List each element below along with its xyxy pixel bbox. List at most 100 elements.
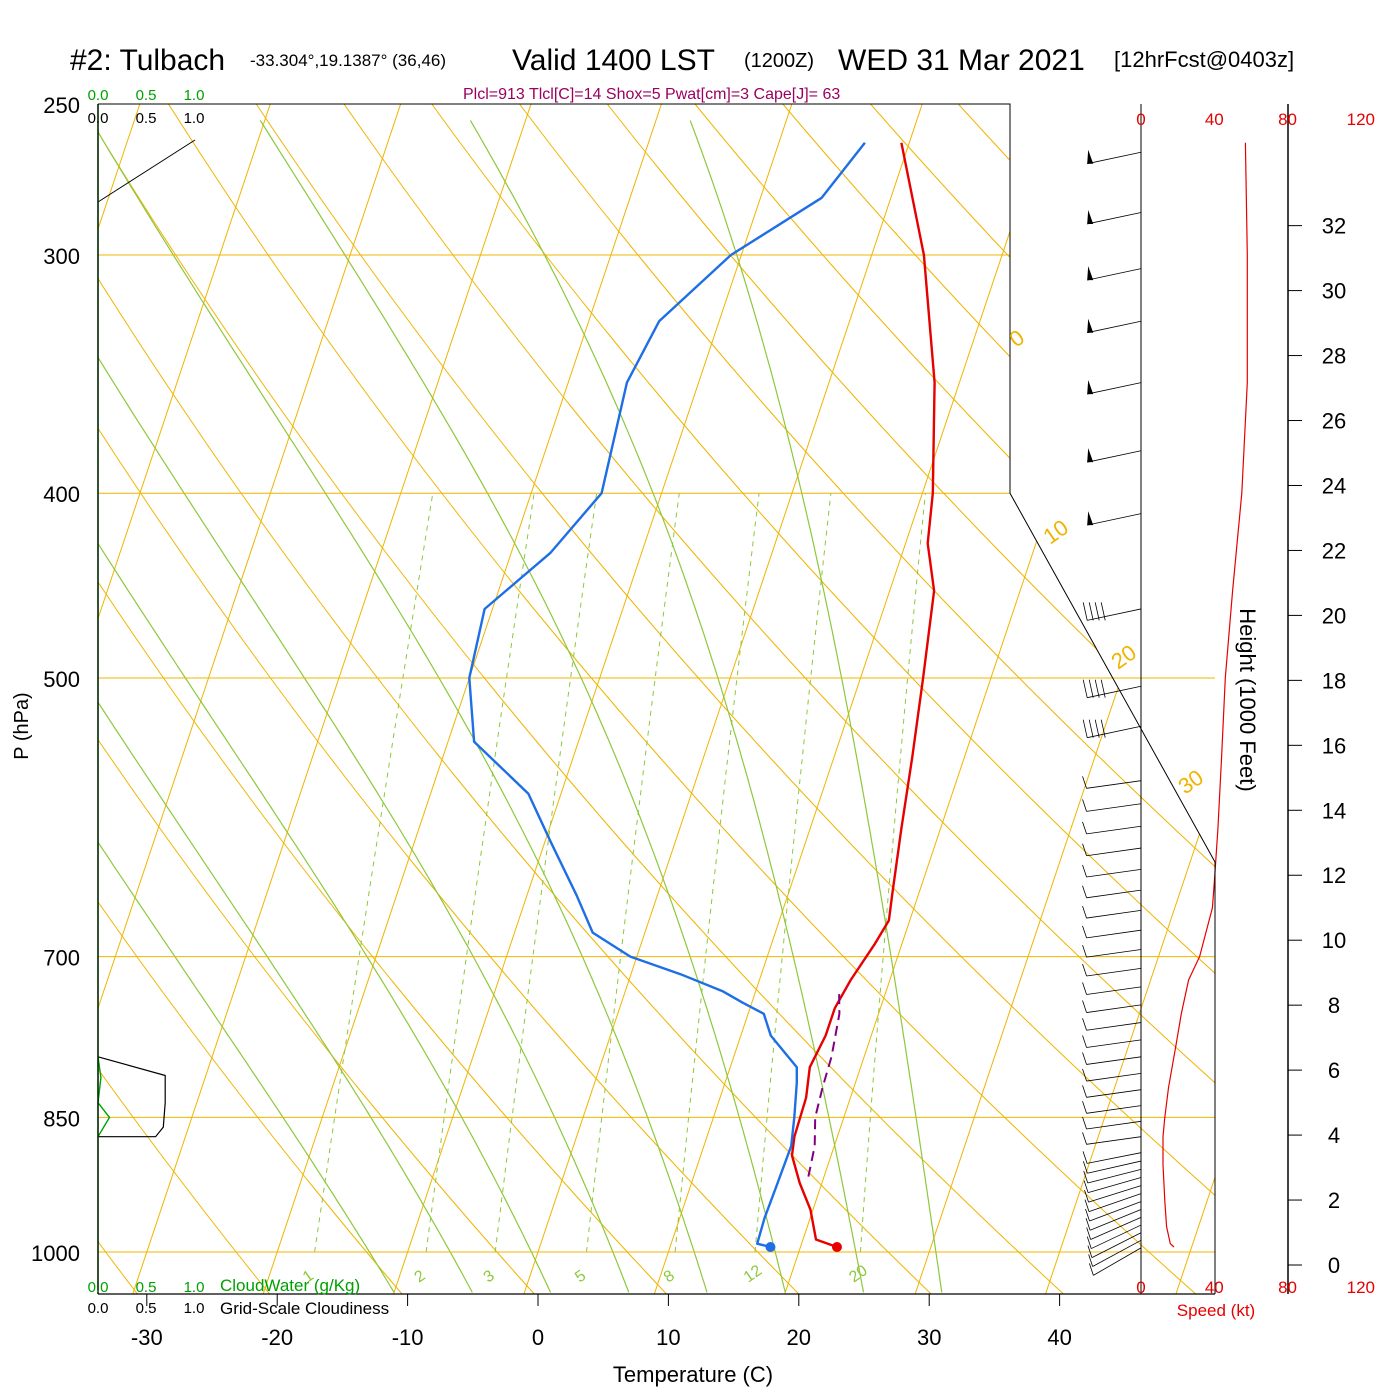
wind-barb-staff: [1086, 847, 1142, 857]
wind-barb-pennant: [1087, 448, 1094, 463]
wind-barb-staff: [1088, 1185, 1142, 1203]
wind-barb-staff: [1087, 725, 1142, 739]
wind-barb-staff: [1086, 1056, 1142, 1065]
mixing-ratio-label: 8: [661, 1267, 678, 1286]
wind-barb-feather: [1082, 982, 1087, 995]
dry-adiabat: [98, 104, 415, 1294]
wind-barb-staff: [1086, 967, 1142, 977]
dry-adiabat: [765, 104, 1215, 1294]
wind-barb-feather: [1082, 776, 1087, 789]
moist-adiabat: [689, 120, 943, 1293]
wind-barb-staff: [1086, 949, 1142, 958]
x-tick-label: -10: [392, 1325, 424, 1350]
mixing-ratio-line: [859, 493, 926, 1253]
wind-barb-staff: [1086, 1022, 1142, 1031]
wind-barb-staff: [1091, 1224, 1142, 1249]
cloudiness-top-segment: [97, 139, 196, 203]
mixing-ratio-label: 3: [481, 1267, 498, 1286]
wind-barb-feather: [1082, 864, 1087, 878]
x-tick-label: -20: [261, 1325, 293, 1350]
wind-barb-feather: [1088, 602, 1094, 621]
cloudiness-tick-label-top: 0.0: [88, 110, 109, 127]
wind-barb-feather: [1082, 1161, 1088, 1174]
pressure-tick-label: 1000: [31, 1241, 80, 1266]
wind-barb-staff: [1087, 382, 1142, 395]
isotherm: [777, 104, 1191, 1294]
wind-barb-pennant: [1087, 209, 1094, 224]
wind-barb-feather: [1082, 821, 1087, 834]
wind-barb-feather: [1083, 1170, 1089, 1184]
wind-barb-feather: [1100, 719, 1106, 738]
y-axis-title: P (hPa): [11, 692, 33, 759]
wind-barb-feather: [1082, 1035, 1087, 1048]
wind-barb-staff: [1093, 1247, 1142, 1276]
wind-barb-feather: [1084, 1199, 1090, 1212]
cloudiness-tick-label-bottom: 1.0: [184, 1300, 205, 1317]
wind-barb-feather: [1082, 925, 1087, 938]
isotherm-label-right: 20: [1107, 640, 1141, 675]
pressure-tick-label: 850: [43, 1106, 80, 1131]
height-tick-label: 10: [1322, 928, 1346, 953]
dry-adiabat: [98, 104, 548, 1294]
sounding-lines: [468, 142, 936, 1253]
wind-barb-feather: [1082, 963, 1087, 977]
wind-barb-staff: [1086, 929, 1142, 939]
mixing-ratio-line: [674, 493, 760, 1253]
dry-adiabat: [98, 104, 814, 1294]
moist-adiabat: [98, 120, 630, 1293]
wind-barb-feather: [1082, 843, 1087, 856]
wind-barb-feather: [1082, 719, 1088, 738]
mixing-ratio-label: 20: [846, 1262, 870, 1286]
moist-adiabat: [98, 120, 708, 1293]
wind-barb-pennant: [1087, 318, 1094, 333]
wind-barb-feather: [1088, 1254, 1094, 1267]
wind-barb-staff: [1086, 1105, 1142, 1114]
pressure-tick-label: 500: [43, 667, 80, 692]
wind-barb-staff: [1086, 803, 1142, 812]
wind-barb-staff: [1089, 1201, 1142, 1222]
height-tick-label: 26: [1322, 409, 1346, 434]
cloudiness-tick-label-bottom: 0.0: [88, 1300, 109, 1317]
moist-adiabat: [98, 120, 473, 1293]
wind-barb-feather: [1082, 799, 1087, 812]
wind-barb-feather: [1082, 679, 1088, 698]
wind-barb-staff: [1089, 1209, 1142, 1231]
x-tick-label: -30: [131, 1325, 163, 1350]
cloudwater-axis-title: CloudWater (g/Kg): [220, 1276, 360, 1295]
station-title: #2: Tulbach: [70, 44, 225, 77]
x-tick-label: 40: [1047, 1325, 1071, 1350]
wind-barb-feather: [1100, 602, 1106, 621]
isotherm-label-right: 0: [1005, 325, 1029, 353]
chart-text: #2: Tulbach -33.304°,19.1387° (36,46) Va…: [11, 44, 1375, 1387]
dry-adiabat: [329, 104, 1215, 1294]
wind-barb-feather: [1082, 905, 1087, 919]
height-axis-title: Height (1000 Feet): [1235, 608, 1260, 791]
mixing-ratio-line: [425, 493, 535, 1253]
wind-barb-pennant: [1087, 380, 1094, 395]
dry-adiabat: [591, 104, 1215, 1294]
sounding-indices: Plcl=913 Tlcl[C]=14 Shox=5 Pwat[cm]=3 Ca…: [463, 86, 840, 103]
dewpoint-line: [468, 142, 866, 1249]
cloudwater-tick-label-top: 0.0: [88, 87, 109, 104]
wind-barb-staff: [1092, 1239, 1142, 1267]
cloud-axis-spacer: [98, 139, 195, 140]
cloudwater-tick-label-bottom: 1.0: [184, 1279, 205, 1296]
height-tick-label: 2: [1328, 1188, 1340, 1213]
wind-barb-staff: [1087, 212, 1142, 225]
wind-barb-staff: [1086, 889, 1142, 899]
dry-adiabat: [98, 104, 282, 1294]
cloudwater-tick-label-top: 1.0: [184, 87, 205, 104]
moist-adiabat: [98, 120, 552, 1293]
location-label: -33.304°,19.1387° (36,46): [250, 51, 446, 70]
pressure-tick-label: 300: [43, 244, 80, 269]
x-tick-label: 20: [787, 1325, 811, 1350]
speed-tick-label-bottom: 40: [1205, 1278, 1224, 1297]
isotherm: [1168, 104, 1215, 1294]
temperature-line: [790, 142, 936, 1249]
wind-barb-staff: [1087, 320, 1142, 334]
wind-barb-staff: [1087, 1168, 1142, 1184]
cloudiness-tick-label-top: 0.5: [136, 110, 157, 127]
speed-tick-label-top: 80: [1278, 110, 1297, 129]
forecast-label: [12hrFcst@0403z]: [1114, 47, 1294, 72]
wind-barb-staff: [1086, 1152, 1142, 1164]
